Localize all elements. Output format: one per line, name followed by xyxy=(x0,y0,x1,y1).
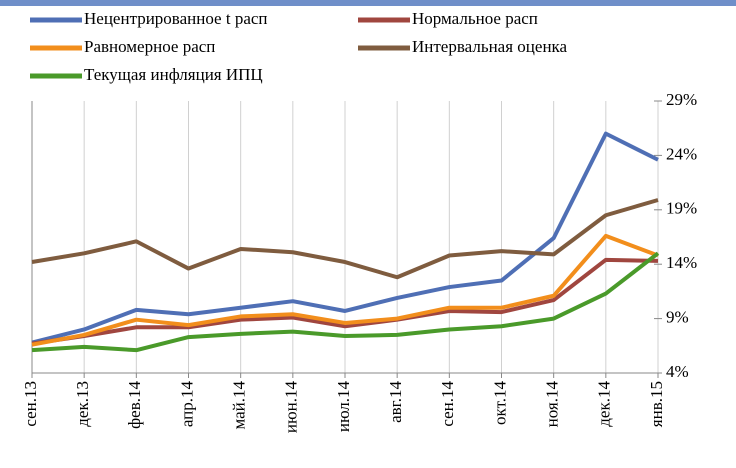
series-line xyxy=(31,257,659,346)
x-tick-label: окт.14 xyxy=(490,381,509,425)
x-tick-label: янв.15 xyxy=(647,381,666,427)
series-line xyxy=(31,233,659,347)
x-tick-label: авг.14 xyxy=(386,381,405,423)
legend-label: Текущая инфляция ИПЦ xyxy=(84,65,263,84)
x-tick-label: сен.13 xyxy=(21,381,40,427)
x-tick-label: дек.13 xyxy=(73,381,92,427)
header-strip xyxy=(0,0,736,6)
series-line xyxy=(31,198,659,280)
legend-label: Нормальное расп xyxy=(412,9,538,28)
series-line xyxy=(31,251,660,353)
y-tick-label: 4% xyxy=(666,362,689,381)
x-tick-label: май.14 xyxy=(230,381,249,430)
y-tick-label: 14% xyxy=(666,253,697,272)
y-tick-label: 24% xyxy=(666,144,697,163)
x-tick-label: июн.14 xyxy=(282,381,301,434)
y-tick-label: 9% xyxy=(666,308,689,327)
x-tick-label: фев.14 xyxy=(125,381,144,429)
x-tick-label: дек.14 xyxy=(595,381,614,427)
y-tick-label: 19% xyxy=(666,199,697,218)
x-tick-label: сен.14 xyxy=(438,381,457,427)
legend-label: Нецентрированное t расп xyxy=(84,9,268,28)
x-tick-label: ноя.14 xyxy=(543,381,562,428)
x-tick-label: апр.14 xyxy=(177,381,196,428)
x-tick-label: июл.14 xyxy=(334,381,353,433)
series-line xyxy=(31,131,659,345)
y-tick-label: 29% xyxy=(666,90,697,109)
legend-label: Равномерное расп xyxy=(84,37,215,56)
legend-label: Интервальная оценка xyxy=(412,37,568,56)
